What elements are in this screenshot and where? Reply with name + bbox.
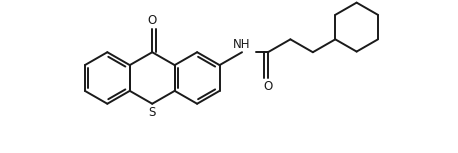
Text: O: O	[263, 80, 273, 93]
Text: S: S	[148, 106, 156, 119]
Text: O: O	[147, 14, 157, 27]
Text: NH: NH	[233, 38, 251, 51]
